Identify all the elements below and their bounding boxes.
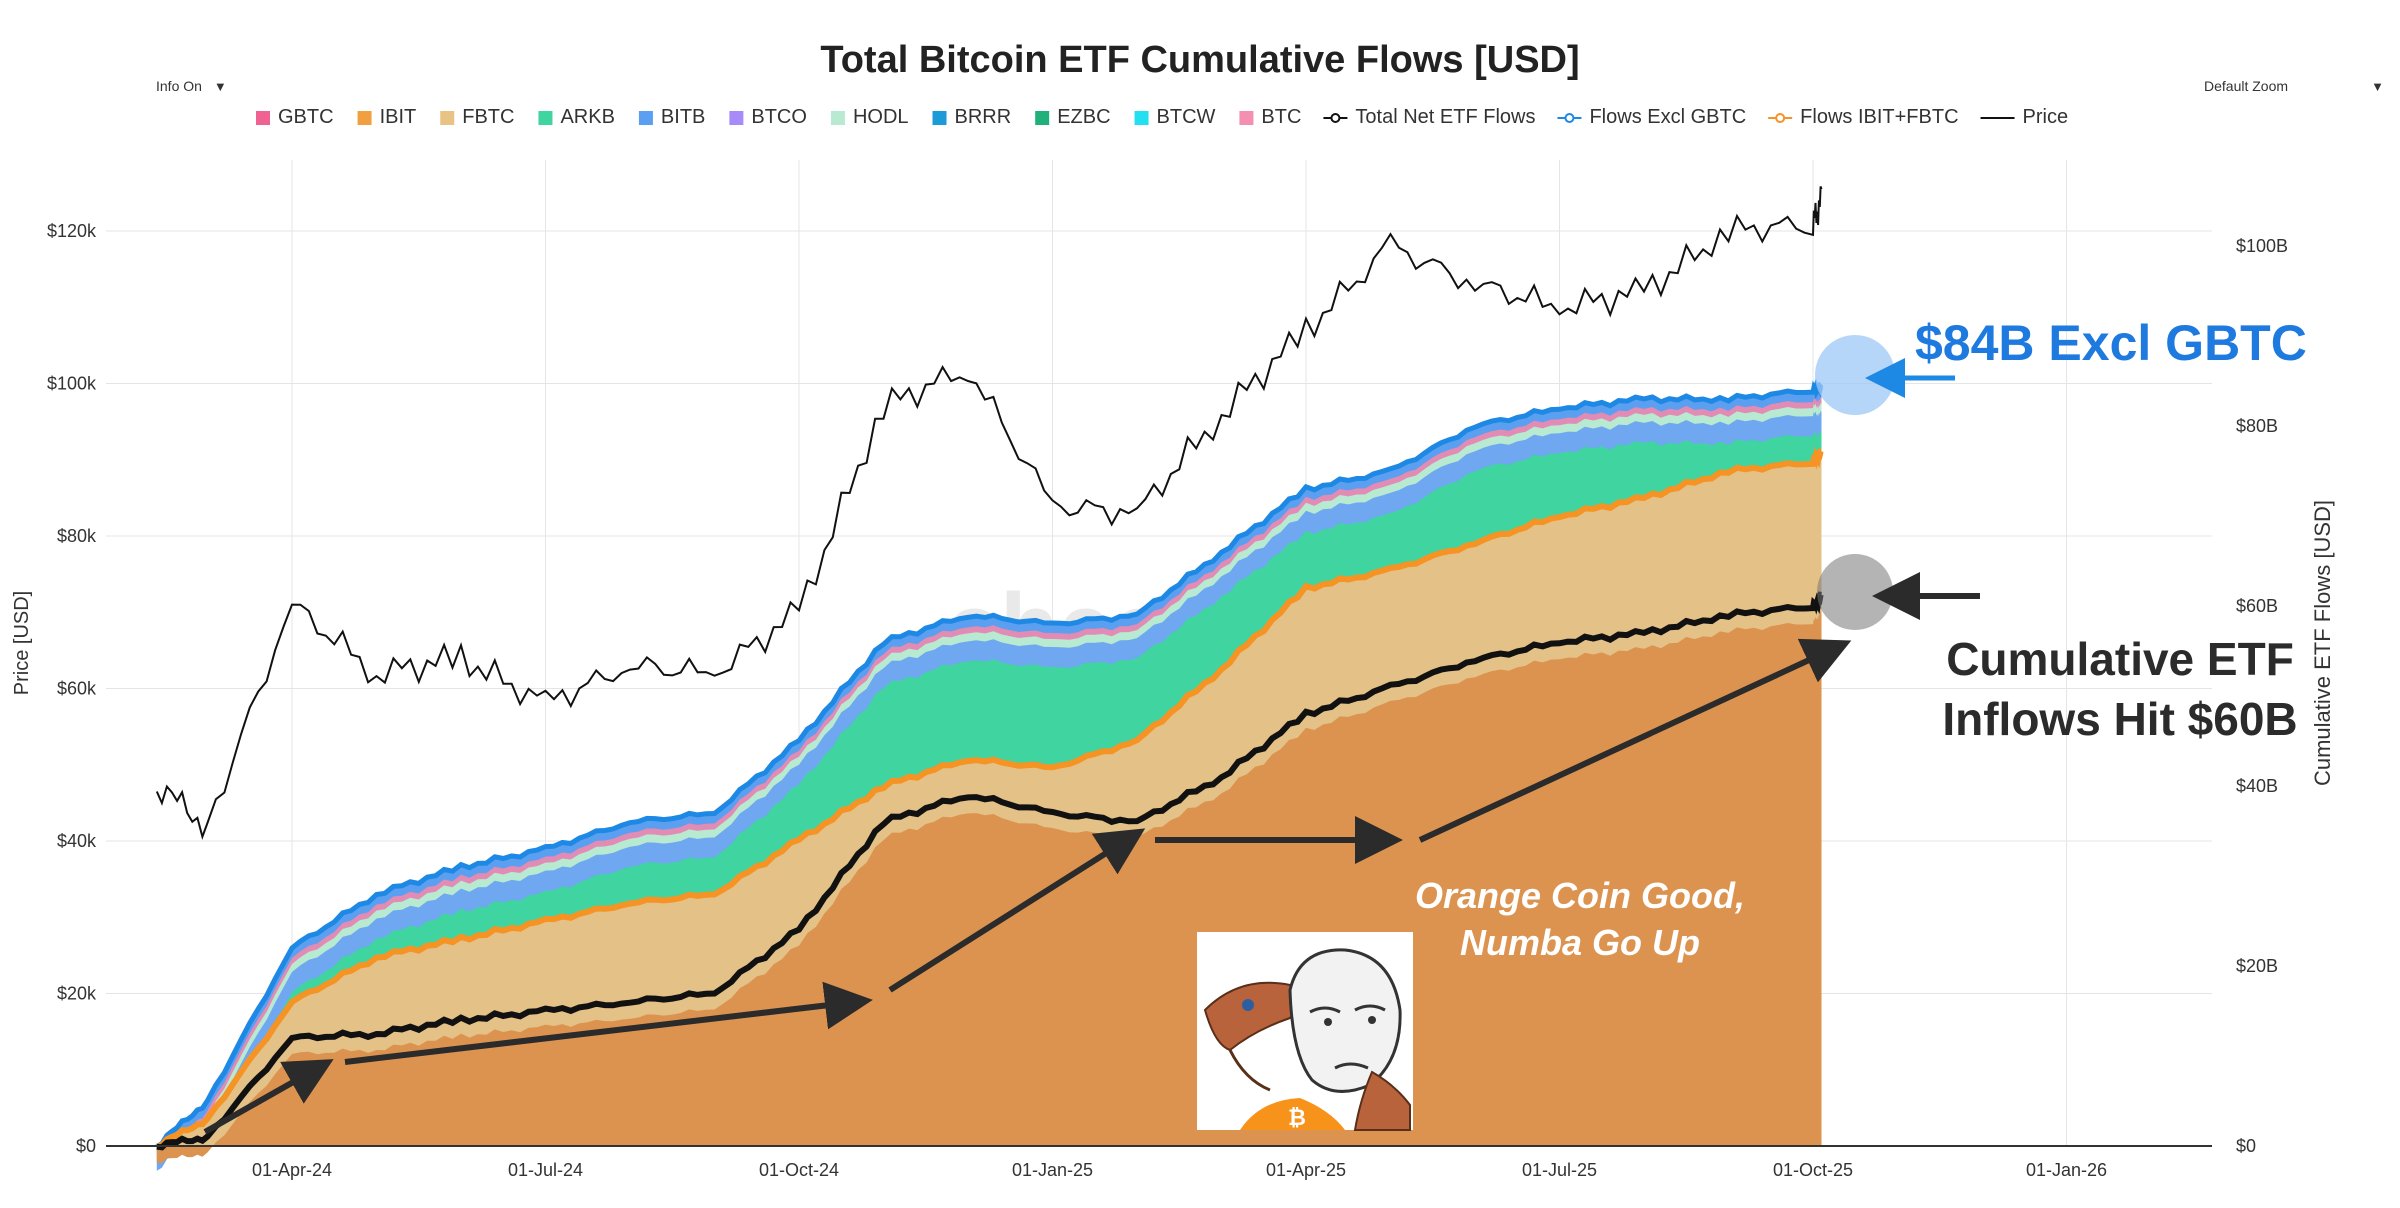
legend-swatch — [256, 111, 270, 125]
annotation-60b-line1: Cumulative ETF — [1946, 633, 2294, 685]
legend-swatch — [1330, 113, 1341, 123]
legend-swatch — [830, 111, 845, 125]
legend-swatch — [1239, 111, 1254, 125]
x-tick-label: 01-Jan-25 — [1012, 1160, 1093, 1180]
flow-lines — [155, 377, 1824, 1151]
y-left-tick-label: $60k — [57, 679, 97, 699]
x-tick-label: 01-Jul-25 — [1522, 1160, 1597, 1180]
legend-label: BTCO — [751, 106, 807, 128]
annotation-orange-coin-line2: Numba Go Up — [1460, 922, 1700, 963]
svg-text:₿: ₿ — [1288, 1106, 1306, 1131]
info-toggle-label: Info On — [156, 78, 202, 94]
legend-swatch — [538, 111, 553, 125]
legend-label: Flows Excl GBTC — [1589, 106, 1746, 128]
legend-label: HODL — [853, 106, 909, 128]
legend-swatch — [1035, 111, 1050, 125]
legend-label: Price — [2023, 106, 2069, 128]
x-tick-label: 01-Apr-25 — [1266, 1160, 1346, 1180]
legend-swatch — [729, 111, 744, 125]
y-left-tick-label: $120k — [47, 221, 97, 241]
legend-label: Flows IBIT+FBTC — [1800, 106, 1958, 128]
trend-arrows — [203, 638, 1852, 1135]
annotation-orange-coin-line1: Orange Coin Good, — [1415, 875, 1745, 916]
legend-swatch — [1564, 113, 1575, 123]
price-line-path — [155, 186, 1823, 841]
x-tick-label: 01-Oct-24 — [759, 1160, 839, 1180]
total-net-flows-line — [156, 591, 1824, 1151]
legend-swatch — [932, 111, 947, 125]
dropdown-arrow-icon: ▼ — [213, 78, 227, 94]
legend-label: BTC — [1261, 106, 1301, 128]
annotation-84b: $84B Excl GBTC — [1915, 315, 2307, 371]
y-right-tick-label: $80B — [2236, 416, 2278, 436]
legend-label: BITB — [661, 106, 705, 128]
x-tick-label: 01-Oct-25 — [1773, 1160, 1853, 1180]
legend-label: Total Net ETF Flows — [1355, 106, 1535, 128]
trend-arrow — [203, 1059, 334, 1135]
zoom-select[interactable]: Default Zoom ▼ — [2190, 68, 2400, 104]
y-left-tick-label: $80k — [57, 526, 97, 546]
legend-label: EZBC — [1057, 106, 1110, 128]
legend-label: ARKB — [560, 106, 614, 128]
axes: $0 $20k $40k $60k $80k $100k $120k $0 $20B $40B $6… — [47, 221, 2288, 1180]
flows-ibit-fbtc-line — [156, 446, 1824, 1150]
legend-swatch — [638, 111, 653, 125]
y-left-tick-label: $40k — [57, 831, 97, 851]
y-right-tick-label: $100B — [2236, 236, 2288, 256]
legend-swatch — [1134, 111, 1149, 125]
y-left-tick-label: $20k — [57, 984, 97, 1004]
y-axis-right-label: Cumulative ETF Flows [USD] — [2310, 500, 2335, 786]
x-tick-label: 01-Jul-24 — [508, 1160, 583, 1180]
x-tick-label: 01-Apr-24 — [252, 1160, 332, 1180]
wojak-meme-image: ₿ — [1197, 932, 1413, 1131]
zoom-select-label: Default Zoom — [2204, 78, 2289, 94]
y-right-tick-label: $0 — [2236, 1136, 2256, 1156]
y-right-tick-label: $60B — [2236, 596, 2278, 616]
trend-arrow — [888, 828, 1146, 993]
annotation-60b-line2: Inflows Hit $60B — [1942, 693, 2297, 745]
legend: GBTC IBIT FBTC ARKB BITB BTCO HODL BRRR EZBC BTCW… — [256, 106, 2068, 128]
info-toggle-button[interactable]: Info On ▼ — [142, 68, 256, 104]
legend-swatch — [1775, 113, 1786, 123]
dropdown-arrow-icon: ▼ — [2371, 78, 2384, 94]
x-tick-label: 01-Jan-26 — [2026, 1160, 2107, 1180]
y-right-tick-label: $40B — [2236, 776, 2278, 796]
highlight-84b-circle — [1815, 335, 1895, 415]
trend-arrow — [344, 981, 873, 1065]
legend-swatch — [440, 111, 455, 125]
legend-label: FBTC — [462, 106, 514, 128]
legend-label: IBIT — [380, 106, 417, 128]
y-left-tick-label: $100k — [47, 374, 97, 394]
flows-excl-gbtc-line — [155, 377, 1824, 1149]
legend-label: GBTC — [278, 106, 334, 128]
price-line — [155, 186, 1823, 841]
y-axis-left-label: Price [USD] — [11, 591, 33, 695]
trend-arrow — [1418, 638, 1852, 843]
legend-label: BRRR — [955, 106, 1012, 128]
legend-label: BTCW — [1157, 106, 1216, 128]
highlight-60b-circle — [1817, 554, 1893, 630]
chart-title: Total Bitcoin ETF Cumulative Flows [USD] — [820, 39, 1579, 81]
legend-swatch — [357, 111, 372, 125]
y-right-tick-label: $20B — [2236, 956, 2278, 976]
y-left-tick-label: $0 — [76, 1136, 96, 1156]
